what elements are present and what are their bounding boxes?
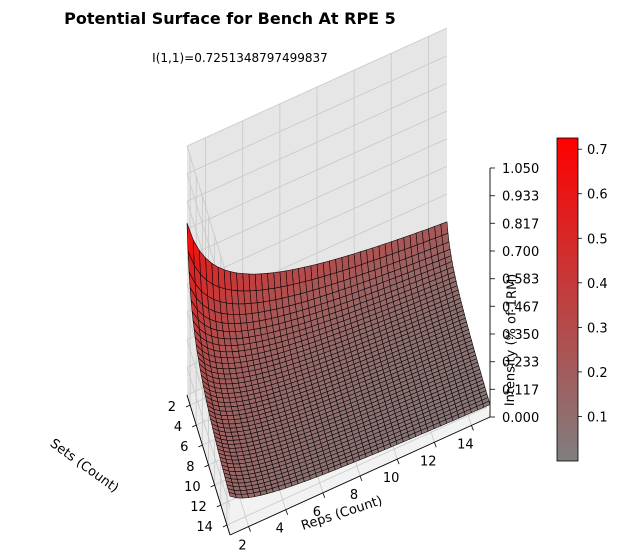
y-tick-mark (396, 458, 400, 465)
z-tick-label: 0.583 (502, 273, 539, 288)
x-tick-mark (198, 444, 203, 448)
z-tick-label: 1.050 (502, 162, 539, 177)
z-tick-label: 0.117 (502, 383, 539, 398)
chart-title: Potential Surface for Bench At RPE 5 (64, 9, 396, 28)
colorbar-tick-label: 0.4 (587, 277, 608, 292)
y-tick-label: 6 (313, 505, 321, 520)
gridline-z (186, 367, 231, 508)
y-tick-mark (322, 492, 326, 499)
x-tick-mark (185, 404, 191, 408)
y-tick-mark (471, 425, 474, 431)
colorbar-tick-label: 0.6 (587, 188, 608, 203)
gridline-z (186, 82, 448, 202)
x-tick-label: 2 (168, 400, 176, 415)
x-tick-label: 6 (180, 440, 188, 455)
z-tick-label: 0.817 (502, 217, 539, 232)
z-tick-label: 0.467 (502, 300, 539, 315)
x-tick-label: 10 (184, 480, 201, 495)
y-tick-label: 2 (238, 539, 246, 554)
gridline-z (186, 145, 231, 287)
chart-subtitle: I(1,1)=0.7251348797499837 (152, 51, 328, 65)
x-tick-label: 4 (174, 420, 182, 435)
surface-cell (228, 492, 237, 499)
surface-mesh (186, 221, 491, 499)
y-tick-mark (433, 442, 437, 448)
y-tick-label: 10 (383, 471, 400, 486)
x-tick-mark (192, 424, 197, 428)
gridline-z (186, 165, 448, 285)
z-axis-label: Intensity (% of 1RM) (503, 274, 520, 407)
x-tick-mark (216, 504, 221, 508)
z-tick-label: 0.700 (502, 245, 539, 260)
z-tick-label: 0.000 (502, 411, 539, 426)
x-tick-mark (222, 524, 228, 528)
y-tick-label: 14 (457, 437, 474, 452)
x-tick-label: 14 (196, 520, 213, 535)
x-tick-label: 12 (190, 500, 207, 515)
y-tick-label: 8 (350, 488, 358, 503)
x-tick-label: 8 (186, 460, 194, 475)
colorbar-tick-label: 0.5 (587, 232, 608, 247)
y-tick-mark (248, 526, 251, 532)
gridline-z (186, 110, 448, 230)
colorbar-tick-label: 0.7 (587, 143, 608, 158)
colorbar-tick-label: 0.2 (587, 366, 608, 381)
y-tick-mark (359, 475, 363, 482)
colorbar-tick-label: 0.3 (587, 321, 608, 336)
z-tick-label: 0.933 (502, 190, 539, 205)
y-tick-label: 12 (420, 454, 437, 469)
z-tick-label: 0.233 (502, 356, 539, 371)
y-tick-label: 4 (276, 522, 284, 537)
z-tick-label: 0.350 (502, 328, 539, 343)
gridline-z (186, 27, 448, 147)
colorbar (556, 137, 579, 462)
x-tick-mark (210, 484, 215, 488)
gridline-z (186, 138, 448, 258)
x-axis-label: Sets (Count) (47, 436, 121, 496)
colorbar-ticks: 0.1 0.2 0.3 0.4 0.5 0.6 0.7 (578, 143, 608, 425)
x-tick-mark (204, 464, 209, 468)
y-tick-mark (285, 509, 289, 515)
colorbar-tick-label: 0.1 (587, 410, 608, 425)
tick-labels: 2 4 6 8 10 12 14 2 4 6 8 10 12 14 0.000 0.117 0.233 0.350… (168, 162, 539, 554)
gridline-z (186, 55, 448, 175)
